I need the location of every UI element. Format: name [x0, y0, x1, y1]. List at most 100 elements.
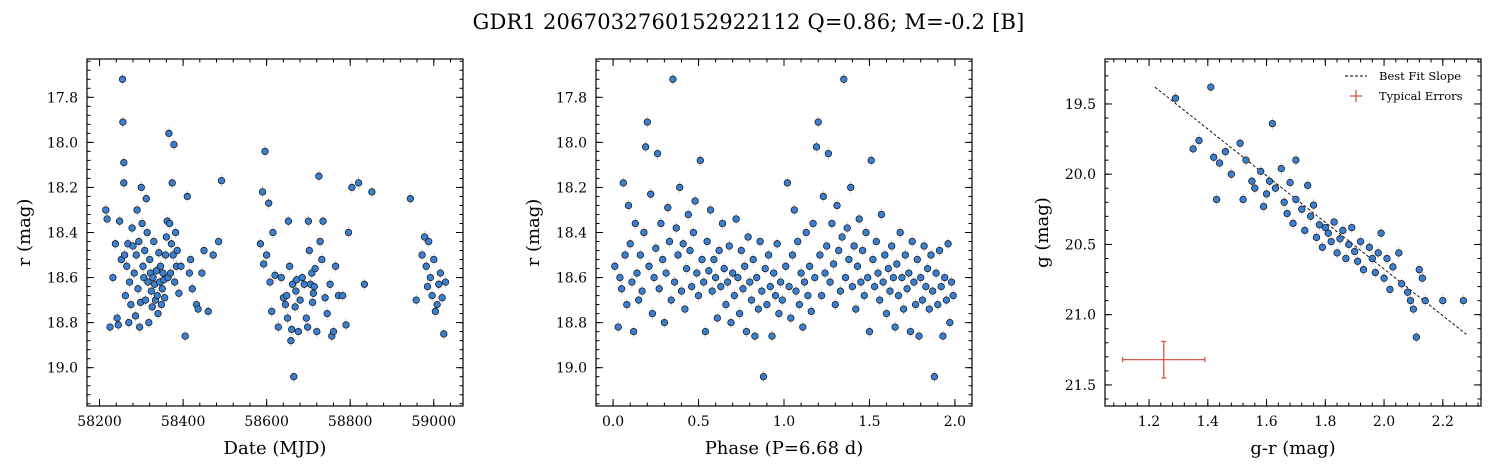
- data-point: [942, 296, 951, 304]
- data-point: [676, 183, 684, 192]
- data-point: [308, 298, 317, 307]
- data-point: [693, 269, 701, 277]
- data-point: [262, 251, 271, 259]
- data-point: [120, 179, 128, 187]
- data-point: [129, 242, 137, 250]
- data-point: [802, 228, 810, 237]
- data-point: [845, 255, 853, 264]
- data-point: [1459, 296, 1468, 305]
- data-point: [298, 273, 306, 282]
- data-point: [729, 269, 737, 277]
- data-point: [177, 262, 185, 270]
- data-point: [937, 282, 945, 291]
- data-point: [165, 129, 173, 138]
- data-point: [915, 332, 923, 340]
- data-point: [941, 273, 949, 282]
- data-point: [348, 183, 356, 192]
- y-axis-label: g (mag): [1032, 197, 1053, 268]
- data-point: [1207, 83, 1215, 91]
- data-point: [269, 228, 277, 237]
- data-point: [657, 219, 665, 228]
- data-point: [147, 287, 155, 295]
- data-point: [616, 273, 624, 282]
- data-point: [296, 296, 304, 304]
- data-point: [759, 373, 768, 381]
- data-point: [1277, 164, 1285, 173]
- data-point: [123, 262, 131, 270]
- x-tick-label: 1.2: [1138, 414, 1160, 430]
- data-point: [1292, 195, 1300, 204]
- data-point: [1356, 237, 1365, 246]
- data-point: [764, 251, 773, 259]
- data-point: [311, 264, 319, 273]
- data-point: [315, 172, 323, 180]
- data-point: [423, 282, 432, 291]
- data-point: [886, 287, 894, 295]
- data-point: [652, 244, 660, 252]
- data-point: [1221, 148, 1230, 156]
- data-point: [910, 278, 918, 286]
- data-point: [930, 373, 939, 381]
- data-point: [256, 240, 265, 248]
- data-point: [751, 332, 759, 340]
- data-point: [304, 217, 313, 225]
- data-point: [623, 300, 631, 309]
- data-point: [708, 287, 716, 295]
- data-point: [725, 242, 733, 250]
- data-point: [841, 273, 850, 282]
- data-point: [925, 305, 933, 313]
- data-point: [422, 262, 430, 270]
- data-point: [655, 285, 663, 293]
- data-point: [1418, 274, 1426, 282]
- y-tick-label: 18.0: [47, 135, 78, 151]
- y-tick-label: 17.8: [556, 90, 587, 106]
- data-point: [1280, 198, 1288, 206]
- data-point: [691, 197, 699, 205]
- data-point: [727, 318, 735, 327]
- data-point: [1312, 233, 1321, 242]
- data-point: [631, 219, 639, 228]
- data-point: [283, 291, 291, 300]
- data-point: [939, 332, 947, 340]
- data-point: [805, 262, 814, 270]
- y-tick-label: 17.8: [47, 90, 78, 106]
- data-point: [723, 278, 732, 286]
- data-point: [331, 262, 340, 270]
- data-point: [143, 228, 151, 237]
- data-point: [119, 118, 127, 126]
- data-point: [1318, 243, 1327, 251]
- data-point: [441, 278, 450, 286]
- data-point: [109, 273, 117, 282]
- data-point: [884, 264, 892, 273]
- data-point: [175, 289, 183, 297]
- data-point: [149, 273, 157, 282]
- data-point: [934, 300, 942, 309]
- data-point: [906, 327, 915, 336]
- data-point: [785, 282, 793, 291]
- data-point: [782, 262, 790, 270]
- data-point: [732, 215, 740, 223]
- data-point: [901, 251, 909, 259]
- data-point: [162, 233, 171, 241]
- data-point: [636, 251, 645, 259]
- data-point: [877, 210, 886, 219]
- data-point: [141, 296, 150, 304]
- data-point: [1283, 209, 1291, 218]
- data-point: [922, 282, 930, 291]
- data-point: [843, 224, 851, 232]
- data-point: [121, 291, 130, 300]
- data-point: [814, 118, 822, 126]
- data-point: [903, 285, 911, 293]
- data-point: [1345, 240, 1353, 249]
- data-point: [870, 282, 879, 291]
- data-point: [133, 206, 141, 214]
- data-point: [703, 237, 711, 246]
- data-point: [368, 188, 376, 196]
- data-point: [882, 309, 891, 318]
- y-tick-label: 18.6: [556, 271, 587, 287]
- data-point: [686, 246, 694, 255]
- data-point: [1315, 221, 1324, 229]
- data-point: [881, 251, 889, 259]
- data-point: [920, 242, 928, 250]
